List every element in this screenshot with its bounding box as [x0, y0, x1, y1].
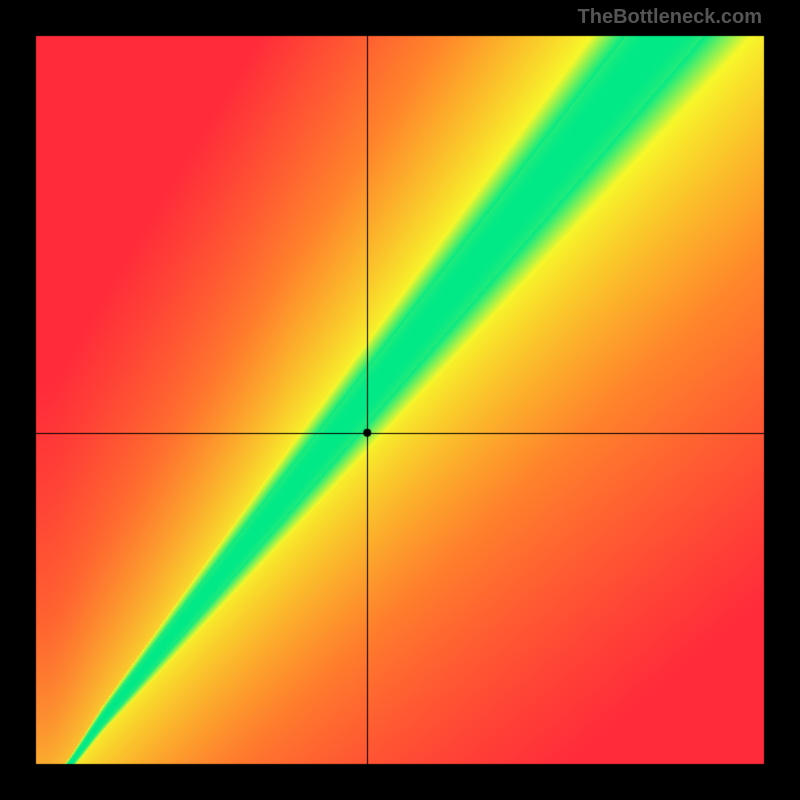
chart-container: { "watermark": { "text": "TheBottleneck.… [0, 0, 800, 800]
watermark-text: TheBottleneck.com [578, 6, 762, 29]
bottleneck-heatmap [0, 0, 800, 800]
